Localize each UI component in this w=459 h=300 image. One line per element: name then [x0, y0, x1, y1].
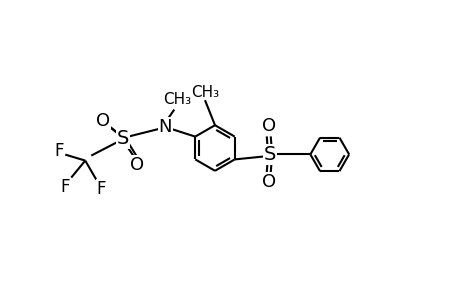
Text: S: S [117, 129, 129, 148]
Text: CH₃: CH₃ [163, 92, 191, 107]
Text: F: F [96, 180, 106, 198]
Text: F: F [54, 142, 64, 160]
Text: O: O [261, 117, 275, 135]
Text: S: S [263, 145, 275, 164]
Text: F: F [61, 178, 70, 196]
Text: N: N [158, 118, 172, 136]
Text: O: O [261, 173, 275, 191]
Text: O: O [130, 156, 144, 174]
Text: O: O [96, 112, 110, 130]
Text: CH₃: CH₃ [190, 85, 218, 100]
